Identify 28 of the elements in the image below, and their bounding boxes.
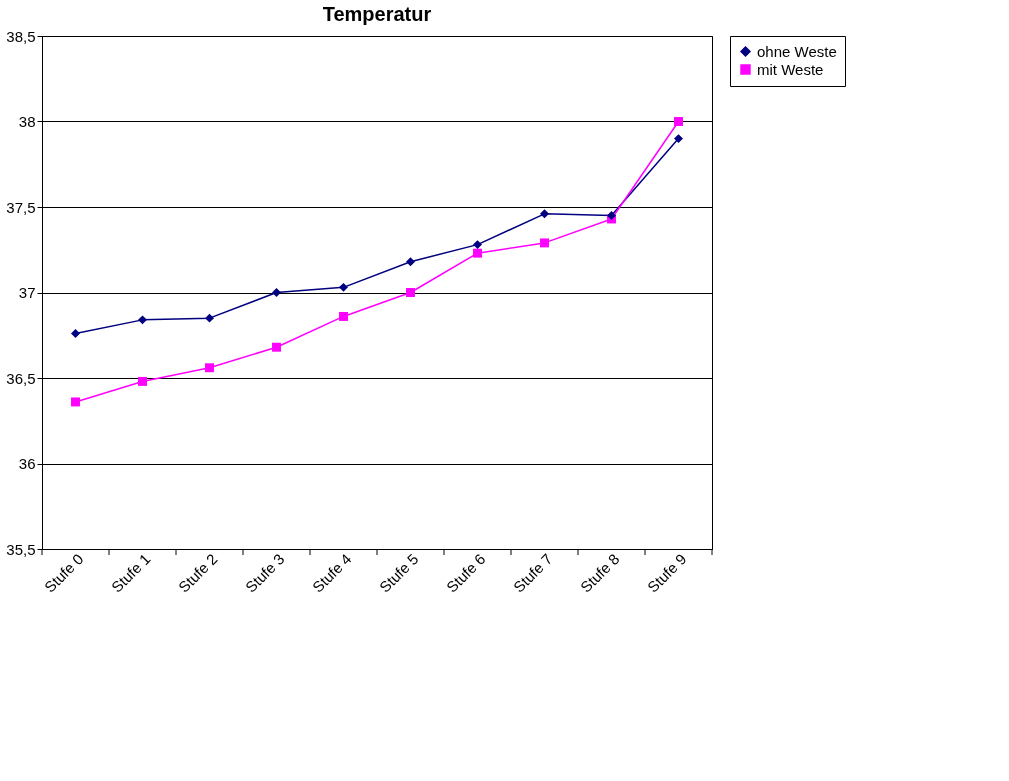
point [540,209,549,219]
point [674,134,683,144]
point [272,342,281,352]
chart-title: Temperatur [322,3,432,25]
point [473,240,482,250]
point [674,117,683,126]
point [205,363,214,373]
y-tick-label: 38 [18,113,36,130]
point [473,248,482,258]
point [71,397,80,407]
point [71,329,80,339]
y-tick-label: 37 [18,284,36,301]
y-tick-label: 35,5 [6,540,36,558]
point [138,315,147,325]
point [138,376,147,386]
point [339,282,348,292]
point [406,288,415,297]
point [339,311,348,321]
y-tick-label: 36 [18,455,36,472]
point [406,257,415,267]
y-tick-label: 37,5 [6,198,36,216]
point [272,288,281,297]
legend-label: ohne Weste [757,42,837,60]
legend-label: mit Weste [757,60,824,78]
point [205,313,214,323]
point [540,238,549,248]
y-tick-label: 36,5 [6,369,36,387]
y-tick-label: 38,5 [6,27,36,45]
